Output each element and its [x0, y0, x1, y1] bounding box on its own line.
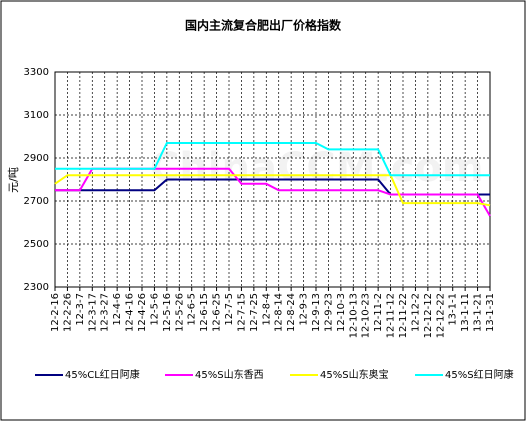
- x-tick-label: 12-9-23: [323, 293, 334, 332]
- x-tick-label: 12-6-5: [187, 293, 198, 326]
- x-tick-label: 12-2-26: [62, 293, 73, 332]
- x-tick-label: 12-7-25: [249, 293, 260, 332]
- x-tick-label: 12-12-12: [423, 293, 434, 338]
- x-tick-label: 12-11-12: [386, 293, 397, 338]
- x-tick-label: 12-12-22: [435, 293, 446, 338]
- x-tick-label: 12-9-3: [299, 293, 310, 326]
- x-tick-label: 12-9-13: [311, 293, 322, 332]
- y-tick-label: 2900: [24, 153, 49, 164]
- x-tick-label: 12-11-22: [398, 293, 409, 338]
- x-tick-label: 13-1-21: [473, 293, 484, 332]
- chart-title: 国内主流复合肥出厂价格指数: [185, 18, 342, 33]
- x-tick-label: 13-1-11: [460, 293, 471, 332]
- x-tick-label: 12-5-6: [149, 293, 160, 326]
- y-tick-label: 3100: [24, 110, 49, 121]
- x-tick-label: 13-1-1: [448, 293, 459, 326]
- x-tick-label: 12-7-5: [224, 293, 235, 326]
- x-tick-label: 12-4-26: [137, 293, 148, 332]
- x-tick-label: 12-8-14: [274, 293, 285, 332]
- x-tick-label: 12-4-6: [112, 293, 123, 326]
- x-tick-label: 12-2-16: [50, 293, 61, 332]
- x-tick-label: 12-5-26: [174, 293, 185, 332]
- x-tick-label: 12-6-25: [212, 293, 223, 332]
- series-line: [55, 141, 490, 177]
- x-tick-label: 12-3-27: [100, 293, 111, 332]
- legend-label: 45%S山东奥宝: [320, 368, 389, 381]
- y-axis-label: 元/吨: [7, 167, 20, 193]
- x-tick-label: 12-10-23: [361, 293, 372, 338]
- x-tick-label: 12-12-2: [410, 293, 421, 332]
- x-tick-label: 12-3-17: [87, 293, 98, 332]
- x-tick-label: 12-10-3: [336, 293, 347, 332]
- y-tick-label: 2700: [24, 196, 49, 207]
- x-tick-label: 12-5-16: [162, 293, 173, 332]
- legend-label: 45%CL红日阿康: [65, 368, 140, 381]
- y-tick-label: 2500: [24, 239, 49, 250]
- legend-label: 45%S红日阿康: [445, 368, 514, 381]
- x-tick-label: 12-10-13: [348, 293, 359, 338]
- y-tick-label: 3300: [24, 67, 49, 78]
- legend-label: 45%S山东香西: [195, 368, 264, 381]
- x-tick-label: 12-8-24: [286, 293, 297, 332]
- x-tick-label: 12-11-2: [373, 293, 384, 332]
- x-tick-label: 12-3-7: [75, 293, 86, 326]
- x-tick-label: 12-7-15: [236, 293, 247, 332]
- x-tick-label: 13-1-31: [485, 293, 496, 332]
- x-tick-label: 12-8-4: [261, 293, 272, 326]
- x-tick-label: 12-4-16: [125, 293, 136, 332]
- x-tick-label: 12-6-15: [199, 293, 210, 332]
- series-line: [54, 174, 491, 207]
- y-tick-label: 2300: [24, 282, 49, 293]
